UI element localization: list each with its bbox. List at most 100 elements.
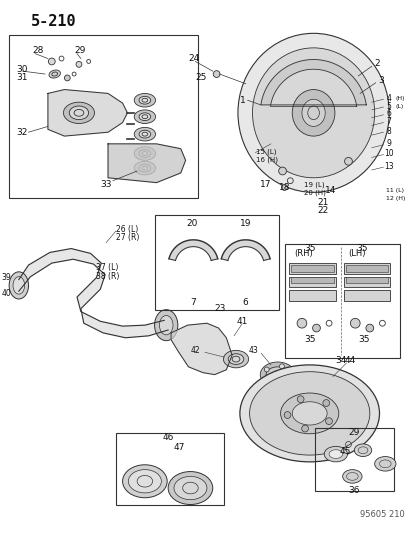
Text: 35: 35 [356,244,367,253]
Bar [289,263,335,274]
Text: 47: 47 [173,443,184,452]
Ellipse shape [63,102,94,124]
Circle shape [213,71,219,77]
Circle shape [76,61,82,67]
Bar [9,35,198,198]
Ellipse shape [154,310,178,341]
Ellipse shape [122,465,167,498]
Ellipse shape [292,90,334,136]
Ellipse shape [139,164,150,172]
Text: 36: 36 [348,487,359,496]
Circle shape [322,400,329,406]
Text: 27 (R): 27 (R) [116,233,139,243]
Text: 5: 5 [386,102,391,110]
Text: 18: 18 [278,183,290,192]
Text: 32: 32 [16,128,27,137]
Circle shape [263,367,268,372]
Circle shape [281,184,287,190]
Text: 8: 8 [386,127,391,136]
Circle shape [48,58,55,65]
Text: 26 (L): 26 (L) [116,225,138,233]
Ellipse shape [228,354,243,365]
Text: 3: 3 [377,76,383,85]
Text: 28: 28 [32,46,44,55]
Ellipse shape [260,362,294,387]
Ellipse shape [139,130,150,138]
Text: 38 (R): 38 (R) [96,272,119,281]
Text: 35: 35 [303,335,315,344]
Ellipse shape [173,477,206,499]
Ellipse shape [280,393,338,434]
Text: 41: 41 [235,317,247,326]
Circle shape [263,377,268,382]
Bar [343,277,389,287]
Ellipse shape [69,106,88,119]
Bar [343,290,389,301]
Circle shape [283,411,290,418]
Ellipse shape [223,350,248,368]
Ellipse shape [354,444,371,457]
Text: 45: 45 [339,447,350,456]
Ellipse shape [239,365,379,462]
Text: 29: 29 [348,429,359,437]
Polygon shape [108,144,185,183]
Text: 22: 22 [317,206,328,215]
Ellipse shape [128,470,161,493]
Bar [289,290,335,301]
Ellipse shape [237,34,388,192]
Text: (H): (H) [395,96,404,101]
Circle shape [279,381,284,385]
Text: 39: 39 [1,273,11,282]
Circle shape [365,324,373,332]
Ellipse shape [168,472,212,505]
Bar [154,215,278,310]
Text: 16 (H): 16 (H) [256,156,278,163]
Text: 7: 7 [386,117,391,126]
Ellipse shape [249,372,369,455]
Circle shape [288,372,293,377]
Text: 12 (H): 12 (H) [385,196,405,200]
Circle shape [349,318,359,328]
Text: 29: 29 [74,46,85,55]
Text: 23: 23 [214,304,225,313]
Ellipse shape [323,446,347,462]
Polygon shape [169,240,217,261]
Text: 1: 1 [240,96,245,104]
Ellipse shape [134,161,155,175]
Circle shape [325,418,332,424]
Bar [345,265,387,272]
Circle shape [279,364,284,369]
Polygon shape [260,60,366,106]
Bar [116,433,224,505]
Text: 24: 24 [188,54,199,63]
Bar [314,428,393,491]
Bar [343,263,389,274]
Circle shape [344,157,351,165]
Text: 21: 21 [317,198,328,206]
Ellipse shape [134,93,155,107]
Ellipse shape [9,272,28,299]
Text: 43: 43 [248,346,258,355]
Ellipse shape [139,150,150,157]
Text: 30: 30 [16,64,27,74]
Bar [285,244,399,358]
Circle shape [297,318,306,328]
Text: 4: 4 [386,94,391,103]
Text: 6: 6 [386,109,391,118]
Ellipse shape [134,110,155,124]
Bar [289,277,335,287]
Text: 20 (H): 20 (H) [303,189,325,196]
Text: 5-210: 5-210 [31,14,76,29]
Text: 13: 13 [383,161,393,171]
Ellipse shape [49,70,60,78]
Ellipse shape [374,457,395,471]
Ellipse shape [266,367,289,382]
Text: 9: 9 [386,139,391,148]
Text: (L): (L) [395,103,403,109]
Text: 11 (L): 11 (L) [385,188,404,193]
Text: 2: 2 [374,59,380,68]
Polygon shape [19,248,168,338]
Text: 42: 42 [190,346,199,355]
Ellipse shape [292,402,326,425]
Text: 35: 35 [303,244,315,253]
